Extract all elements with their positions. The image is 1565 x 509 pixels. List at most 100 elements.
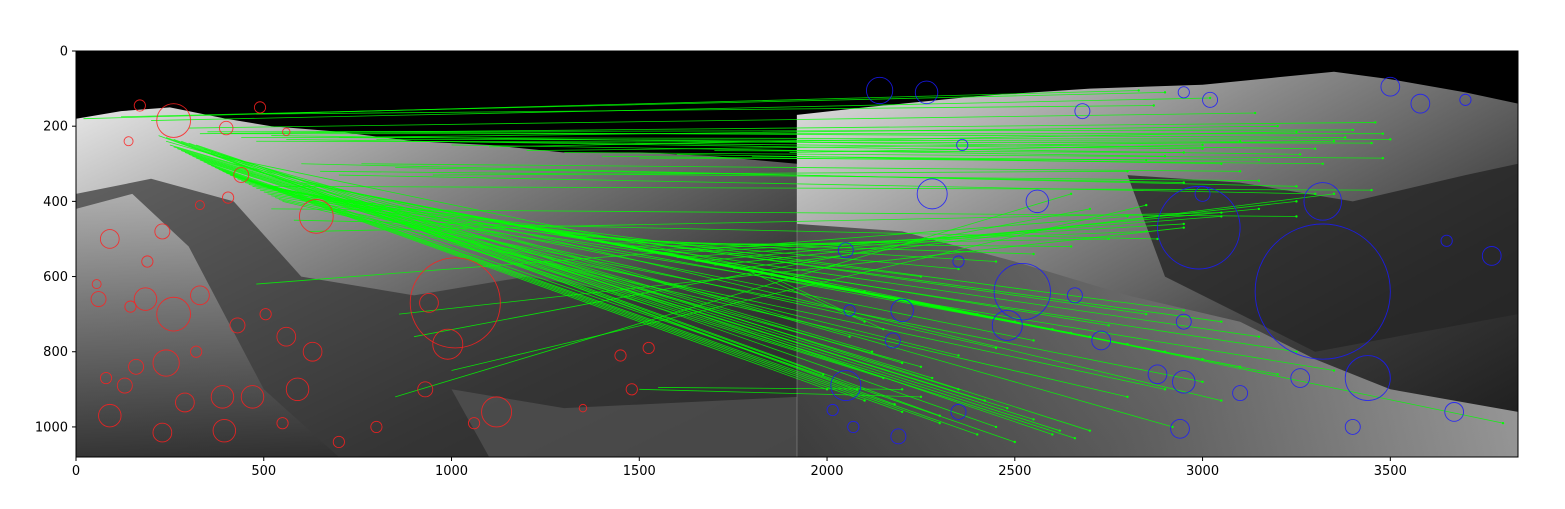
match-endpoint xyxy=(1332,140,1336,143)
match-endpoint xyxy=(1220,162,1223,165)
left-keypoint xyxy=(98,403,122,428)
match-endpoint xyxy=(1257,335,1261,338)
left-keypoint xyxy=(152,349,180,377)
right-keypoint xyxy=(1303,182,1342,221)
y-tick-label: 0 xyxy=(60,45,68,60)
left-keypoint xyxy=(190,285,210,306)
right-keypoint xyxy=(843,304,856,317)
match-endpoint xyxy=(1058,429,1062,432)
right-keypoint xyxy=(1025,189,1050,214)
match-endpoint xyxy=(957,354,960,357)
left-keypoint xyxy=(578,403,588,413)
match-endpoint xyxy=(1257,207,1261,211)
right-keypoint xyxy=(1254,223,1391,360)
left-keypoint xyxy=(190,345,203,358)
left-keypoint xyxy=(218,120,234,136)
match-line xyxy=(395,193,1072,398)
left-keypoint xyxy=(432,328,464,360)
y-tick-label: 400 xyxy=(43,195,68,210)
match-endpoint xyxy=(1374,121,1377,124)
match-line xyxy=(207,129,1353,133)
match-line xyxy=(320,170,1259,182)
left-keypoint xyxy=(229,317,246,334)
match-line xyxy=(282,200,1128,398)
match-line xyxy=(714,200,1297,266)
match-endpoint xyxy=(1171,425,1174,429)
left-keypoint xyxy=(276,417,289,430)
right-keypoint xyxy=(1232,385,1249,402)
left-keypoint xyxy=(128,358,145,375)
match-endpoint xyxy=(1006,406,1009,410)
match-line xyxy=(263,185,1372,191)
left-keypoint xyxy=(625,383,638,396)
match-endpoint xyxy=(1107,324,1110,327)
match-endpoint xyxy=(1201,380,1204,384)
right-keypoint xyxy=(1380,76,1401,97)
match-line xyxy=(121,91,1166,118)
match-endpoint xyxy=(1201,147,1204,150)
right-keypoint xyxy=(1440,234,1453,247)
match-line xyxy=(263,191,1259,338)
y-tick-label: 600 xyxy=(43,270,68,285)
match-endpoint xyxy=(1201,143,1204,147)
match-line xyxy=(211,152,1173,428)
left-keypoint xyxy=(614,349,627,362)
left-keypoint xyxy=(123,136,134,147)
y-tick-label: 1000 xyxy=(35,420,68,435)
match-line xyxy=(271,195,1335,371)
match-line xyxy=(233,163,1222,402)
match-endpoint xyxy=(1107,237,1110,241)
right-keypoint xyxy=(890,428,907,445)
y-tick-label: 200 xyxy=(43,120,68,135)
x-tick-label: 1000 xyxy=(435,464,468,479)
match-line xyxy=(271,135,1316,150)
match-line xyxy=(267,193,1297,353)
right-keypoint xyxy=(890,298,914,323)
match-endpoint xyxy=(1370,188,1373,192)
right-keypoint xyxy=(1459,93,1472,106)
right-keypoint xyxy=(1177,86,1190,99)
x-tick-label: 2500 xyxy=(998,464,1031,479)
match-line xyxy=(639,388,921,398)
right-keypoints-layer xyxy=(826,76,1502,445)
match-endpoint xyxy=(919,365,923,368)
match-endpoint xyxy=(1321,162,1324,165)
match-line xyxy=(199,159,1076,439)
left-keypoints-layer xyxy=(90,99,655,449)
right-keypoint xyxy=(1147,364,1168,385)
match-endpoint xyxy=(1238,170,1242,173)
match-line xyxy=(676,216,1222,259)
match-line xyxy=(489,131,1297,148)
right-keypoint xyxy=(1410,93,1431,114)
match-endpoint xyxy=(1253,111,1257,115)
x-tick-label: 3000 xyxy=(1186,464,1219,479)
right-keypoint xyxy=(837,242,854,259)
left-keypoint xyxy=(133,99,146,112)
left-keypoint xyxy=(419,293,439,313)
left-keypoint xyxy=(302,341,323,362)
left-keypoint xyxy=(124,300,137,313)
match-endpoint xyxy=(1351,128,1354,132)
left-keypoint xyxy=(276,326,297,347)
left-keypoint xyxy=(642,341,655,355)
match-endpoint xyxy=(1389,138,1392,141)
match-endpoint xyxy=(1314,147,1317,150)
left-keypoint xyxy=(298,199,334,234)
left-lower-ridge xyxy=(451,389,797,457)
match-endpoint xyxy=(1332,192,1336,196)
match-line xyxy=(526,140,1334,152)
right-keypoint xyxy=(1202,91,1219,108)
right-keypoint xyxy=(826,403,839,417)
left-keypoint xyxy=(417,381,434,398)
match-endpoint xyxy=(1145,312,1148,316)
match-endpoint xyxy=(1182,181,1185,184)
left-keypoint xyxy=(253,101,267,114)
match-endpoint xyxy=(1152,104,1155,107)
right-keypoint xyxy=(1344,355,1391,402)
match-line xyxy=(714,150,1184,153)
match-endpoint xyxy=(1370,141,1373,145)
left-keypoint xyxy=(222,191,235,204)
match-line xyxy=(233,176,959,356)
left-keypoint xyxy=(156,103,191,138)
match-lines-layer xyxy=(83,89,1505,444)
